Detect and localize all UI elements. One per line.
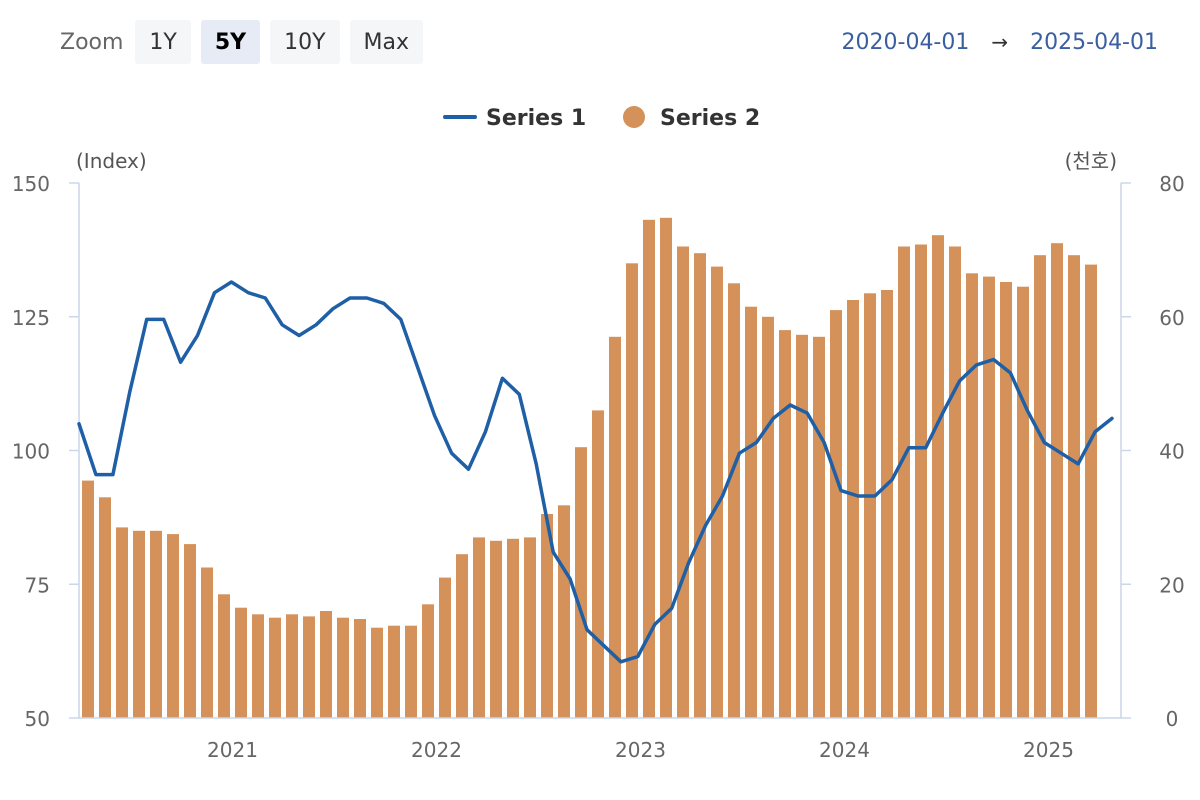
series-2-bar	[575, 447, 587, 718]
chart-legend[interactable]: Series 1 Series 2	[443, 106, 760, 131]
left-axis-tick-label: 75	[25, 573, 50, 597]
left-axis-tick-label: 50	[25, 707, 50, 731]
zoom-label: Zoom	[60, 29, 124, 55]
series-2-bar	[388, 625, 400, 718]
series-2-bar	[218, 594, 230, 718]
series-2-bar	[711, 266, 723, 718]
series-2-bar	[558, 505, 570, 718]
series-2-bar	[983, 276, 995, 718]
series-2-bar	[99, 497, 111, 718]
series-2-bar	[133, 530, 145, 719]
legend-series-1-label[interactable]: Series 1	[486, 106, 586, 131]
left-axis-tick-label: 150	[12, 172, 50, 196]
series-2-bar	[728, 283, 740, 718]
series-2-bar	[507, 538, 519, 718]
zoom-10y-button[interactable]: 10Y	[270, 20, 340, 64]
series-2-bar	[524, 537, 536, 718]
right-axis-unit-label: (천호)	[1065, 149, 1117, 173]
series-2-bar	[286, 614, 298, 718]
series-2-bar	[1051, 243, 1063, 718]
x-axis-tick-label: 2022	[411, 738, 462, 762]
series-2-bar	[626, 263, 638, 719]
series-2-bar	[1017, 286, 1029, 718]
date-range: 2020-04-01 → 2025-04-01	[842, 20, 1158, 64]
series-2-bar	[643, 219, 655, 719]
series-2-bar	[337, 617, 349, 718]
series-2-bar	[490, 540, 502, 718]
series-2-bar	[201, 567, 213, 718]
series-2-bar	[779, 330, 791, 718]
series-2-bar	[320, 611, 332, 718]
series-2-bar	[830, 310, 842, 718]
series-2-bar	[796, 334, 808, 718]
right-axis-tick-label: 80	[1159, 172, 1184, 196]
series-2-bar	[660, 217, 672, 719]
series-2-bar	[252, 614, 264, 718]
series-2-bar	[116, 527, 128, 718]
series-1-line	[77, 280, 1114, 664]
series-2-bar	[745, 306, 757, 718]
series-2-bar	[235, 607, 247, 718]
series-2-bar	[762, 316, 774, 719]
series-2-bar	[677, 246, 689, 718]
series-2-bar	[881, 290, 893, 718]
series-2-bar	[1034, 255, 1046, 718]
series-2-bar	[1068, 255, 1080, 718]
x-axis-tick-label: 2023	[615, 738, 666, 762]
zoom-max-button[interactable]: Max	[349, 20, 424, 64]
series-2-bar	[303, 616, 315, 718]
series-2-bar	[813, 336, 825, 718]
x-axis-tick-label: 2025	[1023, 738, 1074, 762]
series-2-bar	[847, 300, 859, 718]
series-2-bar	[184, 544, 196, 718]
series-2-bar	[541, 514, 553, 718]
series-2-bar	[949, 246, 961, 718]
series-2-bar	[932, 235, 944, 718]
series-2-bar	[167, 534, 179, 718]
series-2-bar	[898, 246, 910, 718]
series-2-bar	[609, 336, 621, 718]
range-end-date[interactable]: 2025-04-01	[1030, 29, 1158, 55]
series-2-bar	[354, 619, 366, 718]
left-axis-unit-label: (Index)	[76, 149, 147, 173]
series-2-bar	[405, 625, 417, 718]
right-axis-tick-label: 60	[1159, 306, 1184, 330]
zoom-1y-button[interactable]: 1Y	[135, 20, 191, 64]
series-2-bar	[82, 480, 94, 718]
x-axis-tick-label: 2024	[819, 738, 870, 762]
zoom-toolbar: Zoom 1Y 5Y 10Y Max	[60, 20, 424, 64]
zoom-5y-button[interactable]: 5Y	[200, 20, 261, 64]
right-axis-tick-label: 40	[1159, 440, 1184, 464]
series-2-bar	[592, 410, 604, 718]
series-2-bar	[439, 577, 451, 718]
series-2-bar	[150, 530, 162, 719]
series-1-line-layer	[77, 280, 1114, 664]
series-2-bar	[1085, 264, 1097, 718]
left-axis-tick-label: 100	[12, 440, 50, 464]
series-2-bar	[694, 253, 706, 718]
right-axis-tick-label: 0	[1166, 707, 1179, 731]
chart-axes: 50 75 100 125 150 0 20 40 60 80 2021 2022 2023 2024 20…	[12, 172, 1185, 762]
series-2-bar	[915, 244, 927, 718]
series-2-bar	[456, 554, 468, 718]
series-2-bar	[1000, 282, 1012, 718]
x-axis-tick-label: 2021	[207, 738, 258, 762]
right-axis-tick-label: 20	[1159, 573, 1184, 597]
series-2-bar	[371, 627, 383, 718]
legend-series-2-label[interactable]: Series 2	[660, 106, 760, 131]
series-2-bar	[864, 293, 876, 718]
range-start-date[interactable]: 2020-04-01	[841, 29, 970, 55]
range-arrow-icon: →	[991, 30, 1009, 54]
left-axis-tick-label: 125	[12, 306, 50, 330]
series-2-bar	[422, 604, 434, 718]
series-2-bar	[269, 617, 281, 718]
series-2-bars	[82, 217, 1097, 719]
series-2-bar	[966, 273, 978, 718]
series-2-bar	[473, 537, 485, 718]
legend-series-2-swatch	[623, 106, 645, 128]
